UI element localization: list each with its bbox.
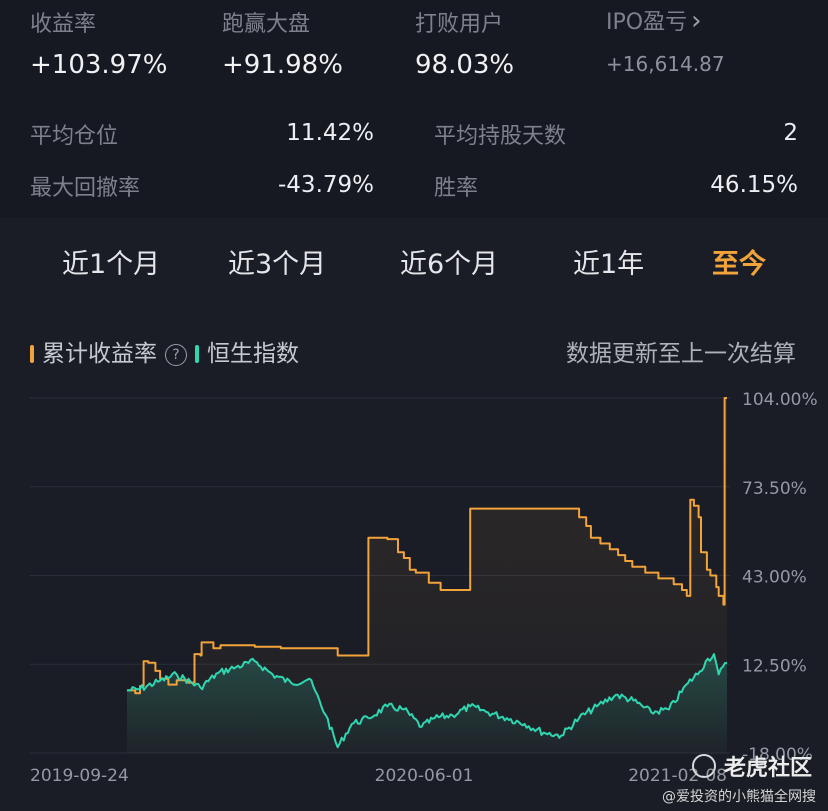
beat-users-value: 98.03% [415, 50, 515, 80]
tab-3-months[interactable]: 近3个月 [228, 249, 327, 280]
beat-market-value: +91.98% [222, 50, 343, 80]
help-icon[interactable]: ? [165, 344, 187, 366]
y-tick-label: 43.00% [742, 568, 807, 588]
return-value: +103.97% [30, 50, 168, 80]
area-fills [127, 398, 727, 753]
avg-hold-days-label: 平均持股天数 [434, 124, 567, 149]
series-lines [126, 397, 728, 749]
avg-position-value: 11.42% [286, 120, 374, 146]
summary-panel: 收益率 +103.97% 跑赢大盘 +91.98% 打败用户 98.03% IP… [0, 0, 828, 218]
x-tick-label: 2019-09-24 [30, 766, 129, 786]
max-drawdown-label: 最大回撤率 [30, 176, 141, 201]
cumulative-legend-swatch [30, 345, 34, 363]
avg-position-label: 平均仓位 [30, 124, 119, 149]
x-axis: 2019-09-24 2020-06-01 2021-02-08 [30, 766, 727, 786]
max-drawdown-value: -43.79% [278, 172, 374, 198]
tab-1-month[interactable]: 近1个月 [62, 249, 161, 280]
ipo-profit-value: +16,614.87 [606, 52, 725, 76]
chart-legend: 累计收益率? 恒生指数 [30, 334, 299, 367]
cumulative-return-line [127, 397, 727, 695]
hsi-legend-label: 恒生指数 [207, 341, 299, 367]
win-rate-label: 胜率 [434, 176, 479, 201]
beat-market-label: 跑赢大盘 [222, 12, 311, 37]
tab-1-year[interactable]: 近1年 [573, 249, 645, 280]
performance-chart: 104.00% 73.50% 43.00% 12.50% -18.00% 2019-09… [30, 390, 818, 786]
period-tabs: 近1个月 近3个月 近6个月 近1年 至今 [0, 218, 828, 308]
hsi-line [126, 653, 728, 749]
x-tick-label: 2020-06-01 [375, 766, 474, 786]
ipo-profit-label: IPO盈亏 [606, 10, 688, 35]
win-rate-value: 46.15% [710, 172, 798, 198]
hsi-legend-swatch [195, 345, 199, 363]
y-axis: 104.00% 73.50% 43.00% 12.50% -18.00% [742, 390, 818, 765]
chevron-right-icon: › [691, 6, 702, 36]
return-label: 收益率 [30, 12, 97, 37]
ipo-profit-link[interactable]: IPO盈亏 › [606, 4, 701, 36]
y-tick-label: 73.50% [742, 479, 807, 499]
hsi-area [127, 654, 727, 753]
beat-users-label: 打败用户 [415, 12, 504, 37]
y-tick-label: -18.00% [742, 745, 813, 765]
tab-6-months[interactable]: 近6个月 [400, 249, 499, 280]
y-tick-label: 12.50% [742, 656, 807, 676]
watermark-brand: 老虎社区 [691, 750, 812, 782]
cumulative-return-area [127, 398, 727, 753]
cumulative-legend-label: 累计收益率 [42, 341, 157, 367]
tab-to-date[interactable]: 至今 [712, 249, 766, 280]
tiger-logo-icon [691, 754, 716, 778]
avg-hold-days-value: 2 [783, 120, 798, 146]
watermark-brand-text: 老虎社区 [723, 756, 812, 781]
watermark-author: @爱投资的小熊猫全网搜 [662, 789, 816, 805]
y-tick-label: 104.00% [742, 390, 818, 410]
update-note: 数据更新至上一次结算 [566, 341, 796, 367]
